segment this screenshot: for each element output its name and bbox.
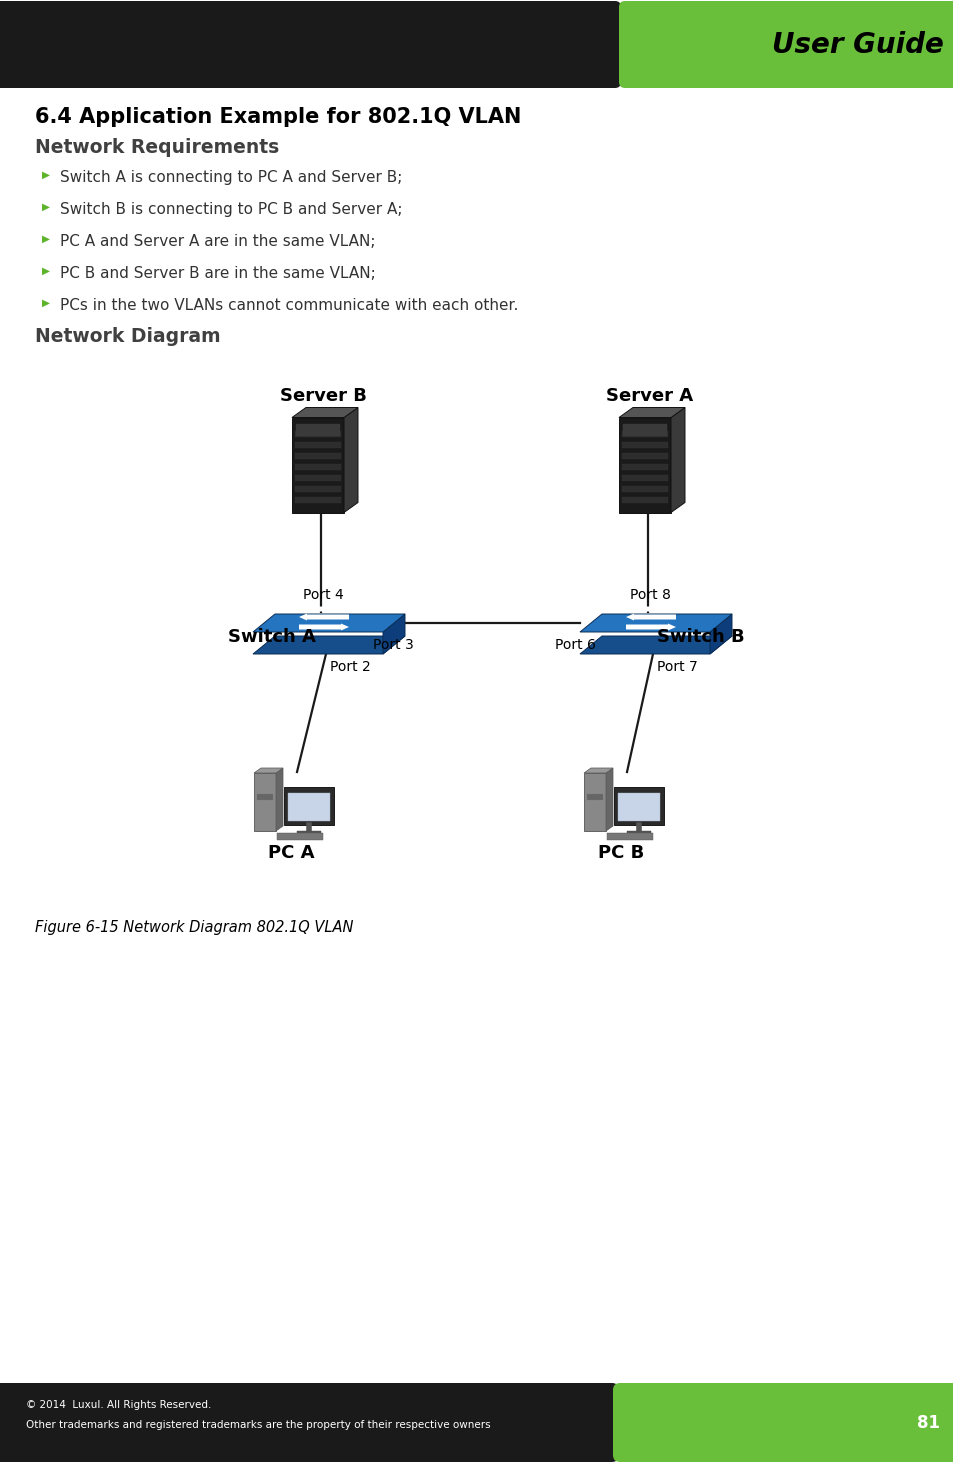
FancyArrow shape (625, 606, 676, 612)
FancyBboxPatch shape (294, 463, 340, 469)
FancyBboxPatch shape (284, 788, 334, 825)
Text: © 2014  Luxul. All Rights Reserved.: © 2014 Luxul. All Rights Reserved. (26, 1400, 212, 1410)
Polygon shape (605, 768, 613, 830)
Text: PC A and Server A are in the same VLAN;: PC A and Server A are in the same VLAN; (60, 235, 375, 249)
FancyBboxPatch shape (626, 830, 650, 836)
Text: Port 2: Port 2 (330, 659, 371, 674)
Text: Network Requirements: Network Requirements (35, 139, 279, 156)
Polygon shape (292, 417, 344, 512)
FancyBboxPatch shape (294, 453, 340, 459)
Text: Other trademarks and registered trademarks are the property of their respective : Other trademarks and registered trademar… (26, 1420, 490, 1429)
Text: Network Diagram: Network Diagram (35, 327, 220, 347)
Polygon shape (579, 614, 731, 631)
FancyBboxPatch shape (614, 788, 663, 825)
Text: Switch B is connecting to PC B and Server A;: Switch B is connecting to PC B and Serve… (60, 202, 402, 217)
FancyBboxPatch shape (294, 475, 340, 481)
FancyArrow shape (625, 614, 676, 621)
FancyBboxPatch shape (618, 794, 659, 822)
Text: ▶: ▶ (42, 170, 50, 180)
Text: Port 8: Port 8 (629, 589, 670, 602)
FancyBboxPatch shape (621, 463, 667, 469)
FancyBboxPatch shape (288, 794, 330, 822)
Polygon shape (583, 768, 613, 773)
Text: Switch B: Switch B (657, 628, 744, 646)
Text: Figure 6-15 Network Diagram 802.1Q VLAN: Figure 6-15 Network Diagram 802.1Q VLAN (35, 920, 354, 935)
Text: Switch A: Switch A (228, 628, 315, 646)
FancyBboxPatch shape (0, 1389, 200, 1454)
Text: Port 7: Port 7 (657, 659, 697, 674)
FancyArrow shape (625, 624, 676, 630)
FancyArrow shape (298, 606, 349, 612)
FancyBboxPatch shape (295, 423, 339, 435)
Polygon shape (618, 407, 684, 417)
Polygon shape (670, 407, 684, 512)
Polygon shape (579, 636, 731, 653)
FancyBboxPatch shape (296, 830, 320, 836)
Polygon shape (253, 773, 275, 830)
FancyBboxPatch shape (613, 1384, 953, 1462)
FancyBboxPatch shape (0, 1384, 618, 1462)
FancyBboxPatch shape (294, 497, 340, 503)
Text: ▶: ▶ (42, 266, 50, 276)
Polygon shape (709, 614, 731, 653)
Polygon shape (344, 407, 357, 512)
Text: 81: 81 (916, 1415, 939, 1432)
Text: PC B and Server B are in the same VLAN;: PC B and Server B are in the same VLAN; (60, 266, 375, 282)
FancyBboxPatch shape (624, 7, 724, 83)
FancyBboxPatch shape (622, 423, 666, 435)
Text: PCs in the two VLANs cannot communicate with each other.: PCs in the two VLANs cannot communicate … (60, 298, 517, 313)
Polygon shape (292, 407, 357, 417)
FancyArrow shape (298, 624, 349, 630)
FancyBboxPatch shape (256, 794, 273, 799)
FancyArrow shape (298, 614, 349, 621)
Text: 6.4 Application Example for 802.1Q VLAN: 6.4 Application Example for 802.1Q VLAN (35, 108, 521, 127)
Text: Port 6: Port 6 (555, 639, 596, 652)
Text: User Guide: User Guide (771, 31, 943, 59)
FancyBboxPatch shape (294, 431, 340, 437)
FancyBboxPatch shape (621, 441, 667, 447)
FancyBboxPatch shape (621, 475, 667, 481)
FancyBboxPatch shape (621, 453, 667, 459)
FancyBboxPatch shape (294, 485, 340, 491)
FancyBboxPatch shape (586, 794, 602, 799)
Text: Switch A is connecting to PC A and Server B;: Switch A is connecting to PC A and Serve… (60, 170, 402, 184)
Text: Port 4: Port 4 (303, 589, 343, 602)
FancyBboxPatch shape (621, 485, 667, 491)
Text: ▶: ▶ (42, 235, 50, 243)
FancyBboxPatch shape (276, 833, 323, 839)
Text: ▶: ▶ (42, 202, 50, 212)
Text: PC A: PC A (268, 844, 314, 861)
FancyBboxPatch shape (619, 1389, 700, 1454)
FancyBboxPatch shape (0, 7, 299, 83)
FancyBboxPatch shape (606, 833, 652, 839)
FancyBboxPatch shape (621, 431, 667, 437)
Text: PC B: PC B (598, 844, 643, 861)
Text: Server B: Server B (279, 386, 366, 406)
Polygon shape (253, 636, 405, 653)
Polygon shape (382, 614, 405, 653)
Text: ▶: ▶ (42, 298, 50, 308)
Text: Server A: Server A (606, 386, 693, 406)
Polygon shape (275, 768, 283, 830)
Polygon shape (618, 417, 670, 512)
Polygon shape (253, 768, 283, 773)
Polygon shape (253, 614, 405, 631)
Text: Port 3: Port 3 (373, 639, 414, 652)
FancyBboxPatch shape (0, 1, 620, 88)
FancyBboxPatch shape (618, 1, 953, 88)
Polygon shape (583, 773, 605, 830)
FancyBboxPatch shape (294, 441, 340, 447)
FancyBboxPatch shape (621, 497, 667, 503)
